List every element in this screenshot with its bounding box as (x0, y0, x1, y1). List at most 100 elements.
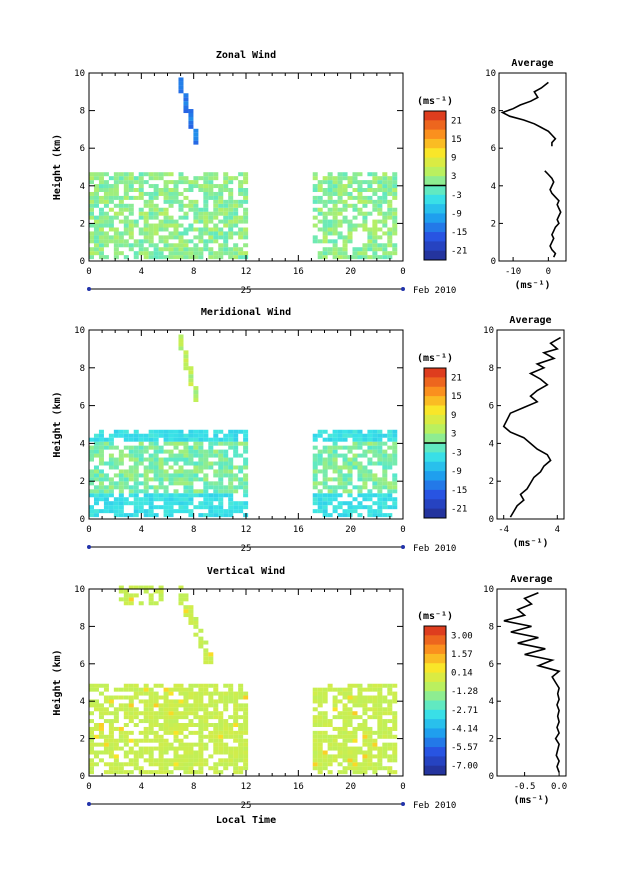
heatmap-cell (372, 715, 378, 720)
heatmap-cell (89, 180, 94, 185)
heatmap-cell (153, 433, 159, 438)
heatmap-cell (317, 184, 323, 189)
colorbar-band (424, 663, 446, 674)
heatmap-cell (123, 734, 129, 739)
heatmap-cell (93, 493, 99, 498)
heatmap-cell (113, 738, 119, 743)
heatmap-cell (387, 199, 393, 204)
heatmap-cell (163, 243, 169, 248)
heatmap-cell (133, 188, 139, 193)
heatmap-cell (372, 699, 378, 704)
heatmap-cell (133, 687, 139, 692)
heatmap-cell (382, 730, 388, 735)
heatmap-cell (123, 762, 129, 767)
heatmap-cell (93, 762, 99, 767)
heatmap-cell (133, 691, 139, 696)
heatmap-cell (238, 505, 244, 510)
heatmap-cell (138, 195, 144, 200)
heatmap-cell (332, 433, 338, 438)
heatmap-cell (163, 223, 169, 228)
avg-y-tick-label: 6 (489, 402, 494, 412)
heatmap-cell (218, 188, 224, 193)
heatmap-cell (108, 215, 114, 220)
heatmap-cell (183, 613, 189, 618)
heatmap-cell (153, 477, 159, 482)
heatmap-cell (347, 501, 353, 506)
heatmap-cell (233, 691, 239, 696)
heatmap-cell (163, 215, 169, 220)
heatmap-cell (163, 449, 169, 454)
heatmap-cell (352, 703, 358, 708)
heatmap-cell (362, 441, 368, 446)
heatmap-cell (178, 469, 184, 474)
heatmap-cell (312, 687, 318, 692)
heatmap-cell (133, 758, 139, 763)
heatmap-cell (108, 762, 114, 767)
heatmap-cell (113, 191, 119, 196)
heatmap-cell (312, 715, 318, 720)
heatmap-cell (203, 231, 209, 236)
heatmap-cell (163, 687, 169, 692)
heatmap-cell (347, 758, 353, 763)
heatmap-cell (218, 255, 224, 260)
average-frame (498, 72, 567, 262)
heatmap-cell (143, 746, 149, 751)
heatmap-cell (113, 429, 119, 434)
colorbar-tick-label: -15 (451, 228, 467, 238)
heatmap-cell (108, 176, 114, 181)
heatmap-cell (148, 703, 154, 708)
heatmap-cell (108, 719, 114, 724)
avg-y-tick-label: 2 (491, 219, 496, 229)
heatmap-cell (98, 441, 104, 446)
heatmap-cell (332, 477, 338, 482)
heatmap-cell (93, 473, 99, 478)
colorbar-tick-label: -4.14 (451, 724, 478, 734)
heatmap-cell (362, 227, 368, 232)
heatmap-cell (98, 711, 104, 716)
heatmap-cell (193, 703, 199, 708)
heatmap-cell (352, 766, 358, 771)
heatmap-cell (337, 469, 343, 474)
heatmap-cell (317, 766, 323, 771)
heatmap-cell (223, 683, 229, 688)
avg-y-tick-label: 0 (489, 772, 494, 782)
heatmap-cell (128, 188, 134, 193)
heatmap-cell (362, 469, 368, 474)
heatmap-cell (153, 255, 159, 260)
heatmap-cell (128, 719, 134, 724)
heatmap-cell (198, 247, 204, 252)
avg-y-tick-label: 8 (489, 622, 494, 632)
heatmap-cell (208, 184, 214, 189)
heatmap-cell (133, 449, 139, 454)
heatmap-cell (208, 481, 214, 486)
heatmap-cell (128, 184, 134, 189)
heatmap-cell (392, 172, 398, 177)
heatmap-cell (203, 199, 209, 204)
heatmap-cell (203, 711, 209, 716)
heatmap-cell (352, 429, 358, 434)
heatmap-cell (347, 489, 353, 494)
heatmap-cell (317, 501, 323, 506)
heatmap-cell (168, 691, 174, 696)
heatmap-cell (103, 485, 109, 490)
heatmap-cell (163, 719, 169, 724)
heatmap-cell (123, 738, 129, 743)
heatmap-cell (347, 191, 353, 196)
heatmap-cell (322, 461, 328, 466)
heatmap-cell (392, 691, 398, 696)
heatmap-cell (103, 255, 109, 260)
heatmap-cell (183, 505, 189, 510)
heatmap-cell (89, 766, 94, 771)
heatmap-cell (98, 485, 104, 490)
heatmap-cell (208, 699, 214, 704)
heatmap-cell (183, 251, 189, 256)
heatmap-cell (372, 754, 378, 759)
heatmap-cell (337, 211, 343, 216)
heatmap-cell (322, 754, 328, 759)
heatmap-cell (188, 433, 194, 438)
heatmap-cell (118, 176, 124, 181)
colorbar-band (424, 232, 446, 242)
heatmap-cell (153, 445, 159, 450)
heatmap-cell (148, 465, 154, 470)
heatmap-cell (188, 109, 194, 114)
